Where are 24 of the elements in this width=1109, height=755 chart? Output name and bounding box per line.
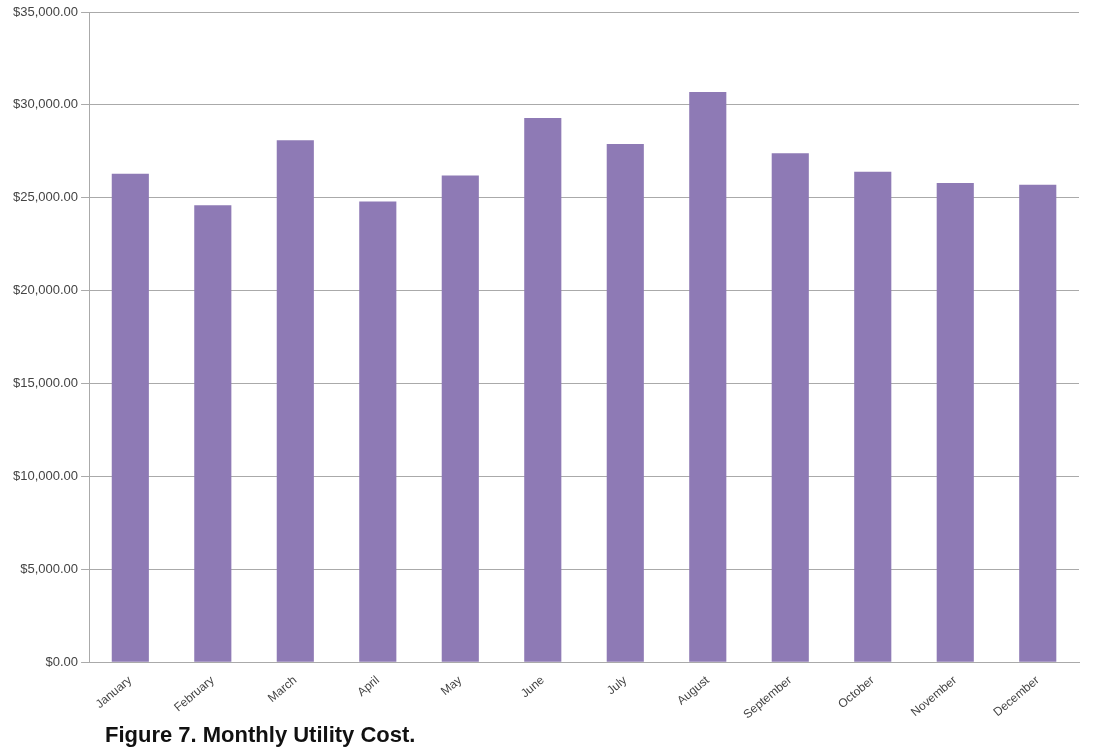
y-tick-label: $25,000.00: [12, 189, 79, 205]
bar: [194, 205, 232, 662]
text: Figure 7. Monthly Utility Cost.: [105, 722, 416, 748]
bar: [359, 201, 397, 662]
y-tick-label: $10,000.00: [12, 468, 79, 484]
y-tick-label: $20,000.00: [12, 282, 79, 298]
y-tick-label: $15,000.00: [12, 375, 79, 391]
y-tick-label: $35,000.00: [12, 3, 79, 19]
x-tick-label: May: [438, 672, 465, 699]
bar: [111, 173, 149, 662]
x-tick-label: July: [604, 672, 630, 698]
bar: [854, 171, 892, 662]
x-tick-label: June: [517, 672, 548, 701]
bar: [1019, 184, 1057, 662]
bar: [276, 140, 314, 662]
bar: [441, 175, 479, 662]
y-tick-label: $5,000.00: [20, 560, 79, 576]
bar: [936, 182, 974, 662]
bar: [606, 143, 644, 662]
y-tick-label: $30,000.00: [12, 96, 79, 112]
bar: [771, 153, 809, 662]
bar: [524, 117, 562, 662]
bar: [689, 91, 727, 662]
y-tick-label: $0.00: [45, 653, 79, 669]
